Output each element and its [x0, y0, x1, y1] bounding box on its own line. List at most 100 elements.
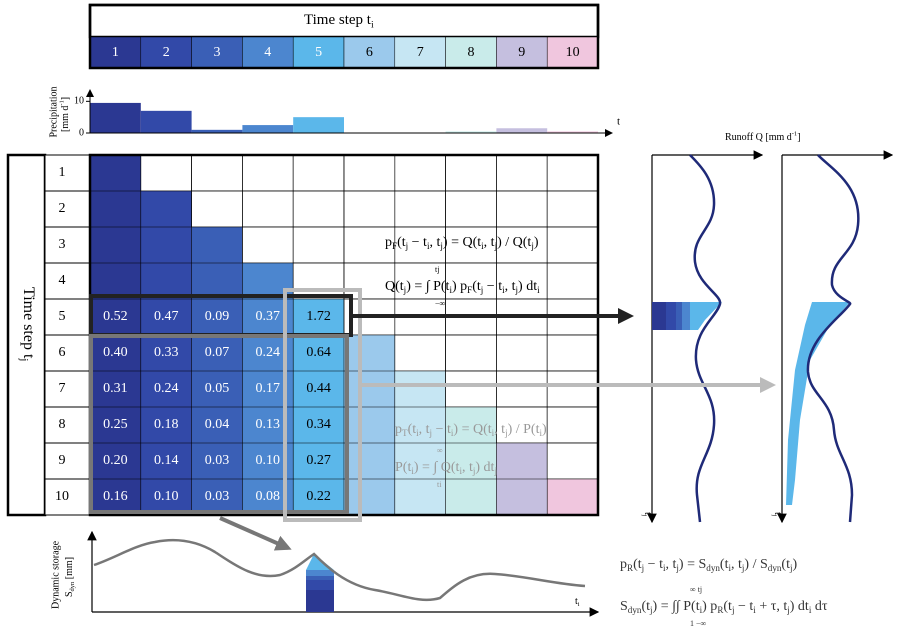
subscript: i [700, 605, 703, 615]
matrix-cell [445, 407, 497, 443]
subscript: -1 [59, 100, 66, 105]
matrix-cell [191, 443, 243, 479]
matrix-cell [445, 334, 497, 372]
matrix-cell [191, 227, 243, 263]
step-label: 5 [315, 45, 322, 60]
subscript: i [753, 605, 756, 615]
matrix-cell [445, 190, 497, 228]
step-label: 3 [214, 45, 221, 60]
step-cell [292, 36, 345, 69]
subscript: i [728, 563, 731, 573]
row-label-cell [44, 406, 91, 444]
text-part: ] [60, 97, 71, 100]
matrix-value: 0.10 [154, 489, 179, 504]
subscript: -1 [792, 131, 797, 138]
matrix-cell [242, 190, 294, 228]
matrix-cell [496, 443, 548, 479]
text-part: , t [505, 279, 516, 294]
matrix-value: 0.13 [256, 417, 281, 432]
matrix-cell [90, 443, 141, 479]
row-label-cell [44, 370, 91, 408]
text-part: (t [633, 557, 642, 572]
highlight-block [89, 334, 349, 514]
text-part: (t [641, 599, 650, 614]
matrix-cell [140, 335, 192, 371]
text-part: [mm] [64, 557, 75, 582]
matrix-value: 0.04 [205, 417, 230, 432]
matrix-cell [242, 226, 294, 264]
text-part: − t [644, 557, 663, 572]
subscript: i [449, 285, 452, 295]
text-part: Time step t [304, 12, 372, 28]
subscript: j [515, 285, 519, 295]
text-part: dτ [811, 599, 828, 614]
text-part: ) = ∫ P(t [406, 279, 449, 294]
text-part: ) / Q(t [497, 235, 531, 250]
subscript: i [451, 428, 454, 438]
matrix-cell [292, 262, 345, 300]
subscript: i [481, 241, 484, 251]
row-label-cell [44, 226, 91, 264]
matrix-cell [343, 190, 396, 228]
step-label: 1 [112, 45, 119, 60]
matrix-cell [445, 443, 497, 479]
text-part: p [620, 557, 627, 572]
matrix-cell [394, 334, 446, 372]
matrix-cell [496, 190, 548, 228]
matrix-cell [547, 479, 598, 515]
precip-bar [547, 131, 598, 133]
matrix-cell [191, 299, 243, 335]
text-part: ] [797, 132, 800, 143]
precip-bar [293, 117, 344, 133]
matrix-value: 1.72 [306, 309, 331, 324]
precip-label: Precipitation [48, 86, 59, 137]
precip-bar [242, 125, 294, 133]
subscript: R [627, 563, 634, 573]
text-part: − t [408, 235, 427, 250]
matrix-cell [546, 334, 599, 372]
subscript: j [439, 241, 443, 251]
matrix-value: 0.03 [205, 489, 230, 504]
matrix-value: 0.24 [256, 345, 281, 360]
text-part: t [772, 512, 783, 515]
matrix-value: 0.27 [306, 453, 331, 468]
runoff-curves [689, 154, 860, 523]
matrix-cell [140, 227, 192, 263]
precip-x-label: t [617, 116, 620, 128]
text-part: t [642, 512, 653, 515]
matrix-cell [191, 335, 243, 371]
matrix-value: 0.52 [103, 309, 128, 324]
subscript: j [789, 563, 793, 573]
matrix-cell [546, 442, 599, 480]
matrix-cell [546, 154, 599, 192]
text-part: + τ, t [756, 599, 788, 614]
text-part: ) / S [744, 557, 767, 572]
text-part: ) = Q(t [453, 422, 491, 437]
matrix-value: 0.22 [306, 489, 331, 504]
subscript: i [371, 20, 374, 31]
integral-limit: tj [435, 265, 439, 274]
precip-bar [191, 129, 243, 133]
text-part: (t [397, 235, 406, 250]
step-label: 2 [163, 45, 170, 60]
matrix-cell [546, 406, 599, 444]
matrix-value: 0.25 [103, 417, 128, 432]
subscript: dyn [768, 563, 782, 573]
matrix-cell [292, 154, 345, 192]
subscript: j [741, 563, 745, 573]
row-label: 7 [59, 381, 66, 396]
text-part: , t [462, 460, 473, 475]
matrix-cell [90, 371, 141, 407]
subscript: j [641, 514, 648, 517]
matrix-value: 0.10 [256, 453, 281, 468]
subscript: i [416, 428, 419, 438]
matrix-cell [445, 370, 497, 408]
step-cell [140, 36, 192, 69]
matrix-cell [140, 479, 192, 515]
matrix-cell [90, 191, 141, 227]
precip-tick-label: 10 [74, 96, 84, 107]
text-part: t [575, 596, 578, 607]
matrix-cell [140, 191, 192, 227]
text-part: (t [720, 557, 729, 572]
text-part: , t [429, 235, 440, 250]
